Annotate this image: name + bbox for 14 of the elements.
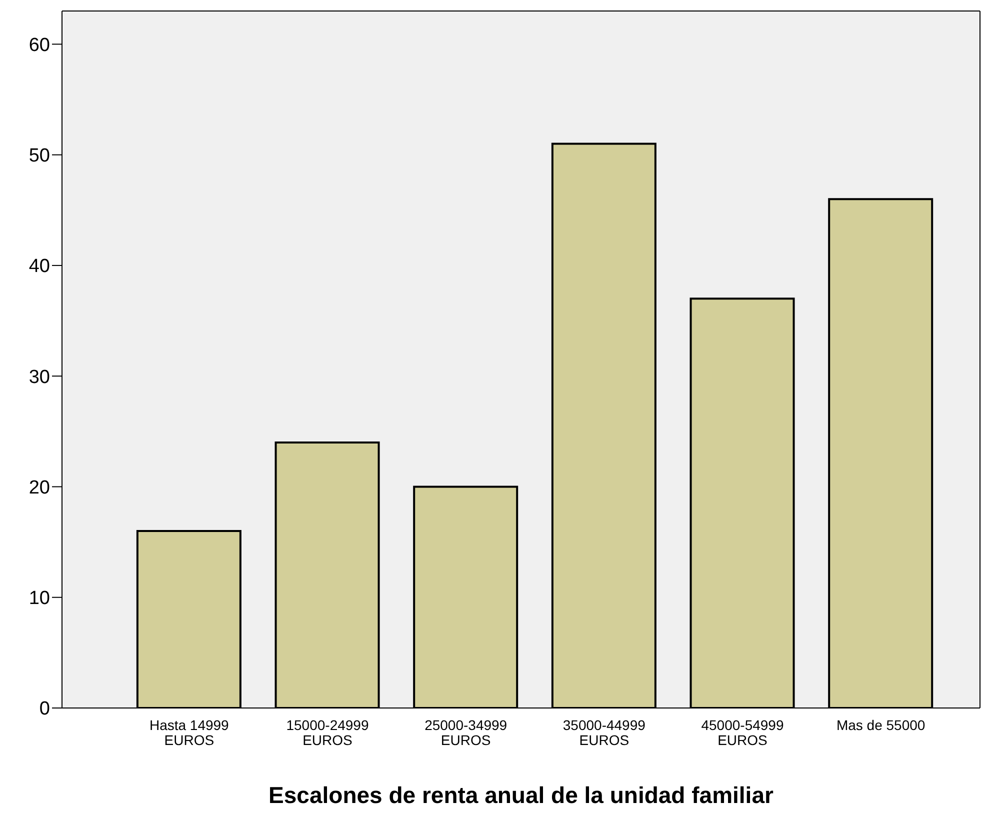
y-tick-label: 50 <box>28 146 50 167</box>
y-tick-label: 20 <box>28 477 50 498</box>
y-tick-label: 30 <box>28 366 50 388</box>
x-tick-label: 25000-34999 EUROS <box>424 717 508 748</box>
x-tick-label: 35000-44999 EUROS <box>562 717 646 748</box>
y-tick-label: 0 <box>39 698 50 720</box>
x-tick-label: Mas de 55000 <box>836 717 926 733</box>
y-tick-label: 60 <box>28 34 50 56</box>
y-tick-label: 10 <box>28 588 50 610</box>
x-tick-label: Hasta 14999 EUROS <box>149 717 230 748</box>
x-axis-title: Escalones de renta anual de la unidad familiar <box>268 782 774 808</box>
y-tick-label: 40 <box>28 256 50 278</box>
x-tick-label: 15000-24999 EUROS <box>286 717 369 748</box>
x-tick-label: 45000-54999 EUROS <box>701 717 784 748</box>
